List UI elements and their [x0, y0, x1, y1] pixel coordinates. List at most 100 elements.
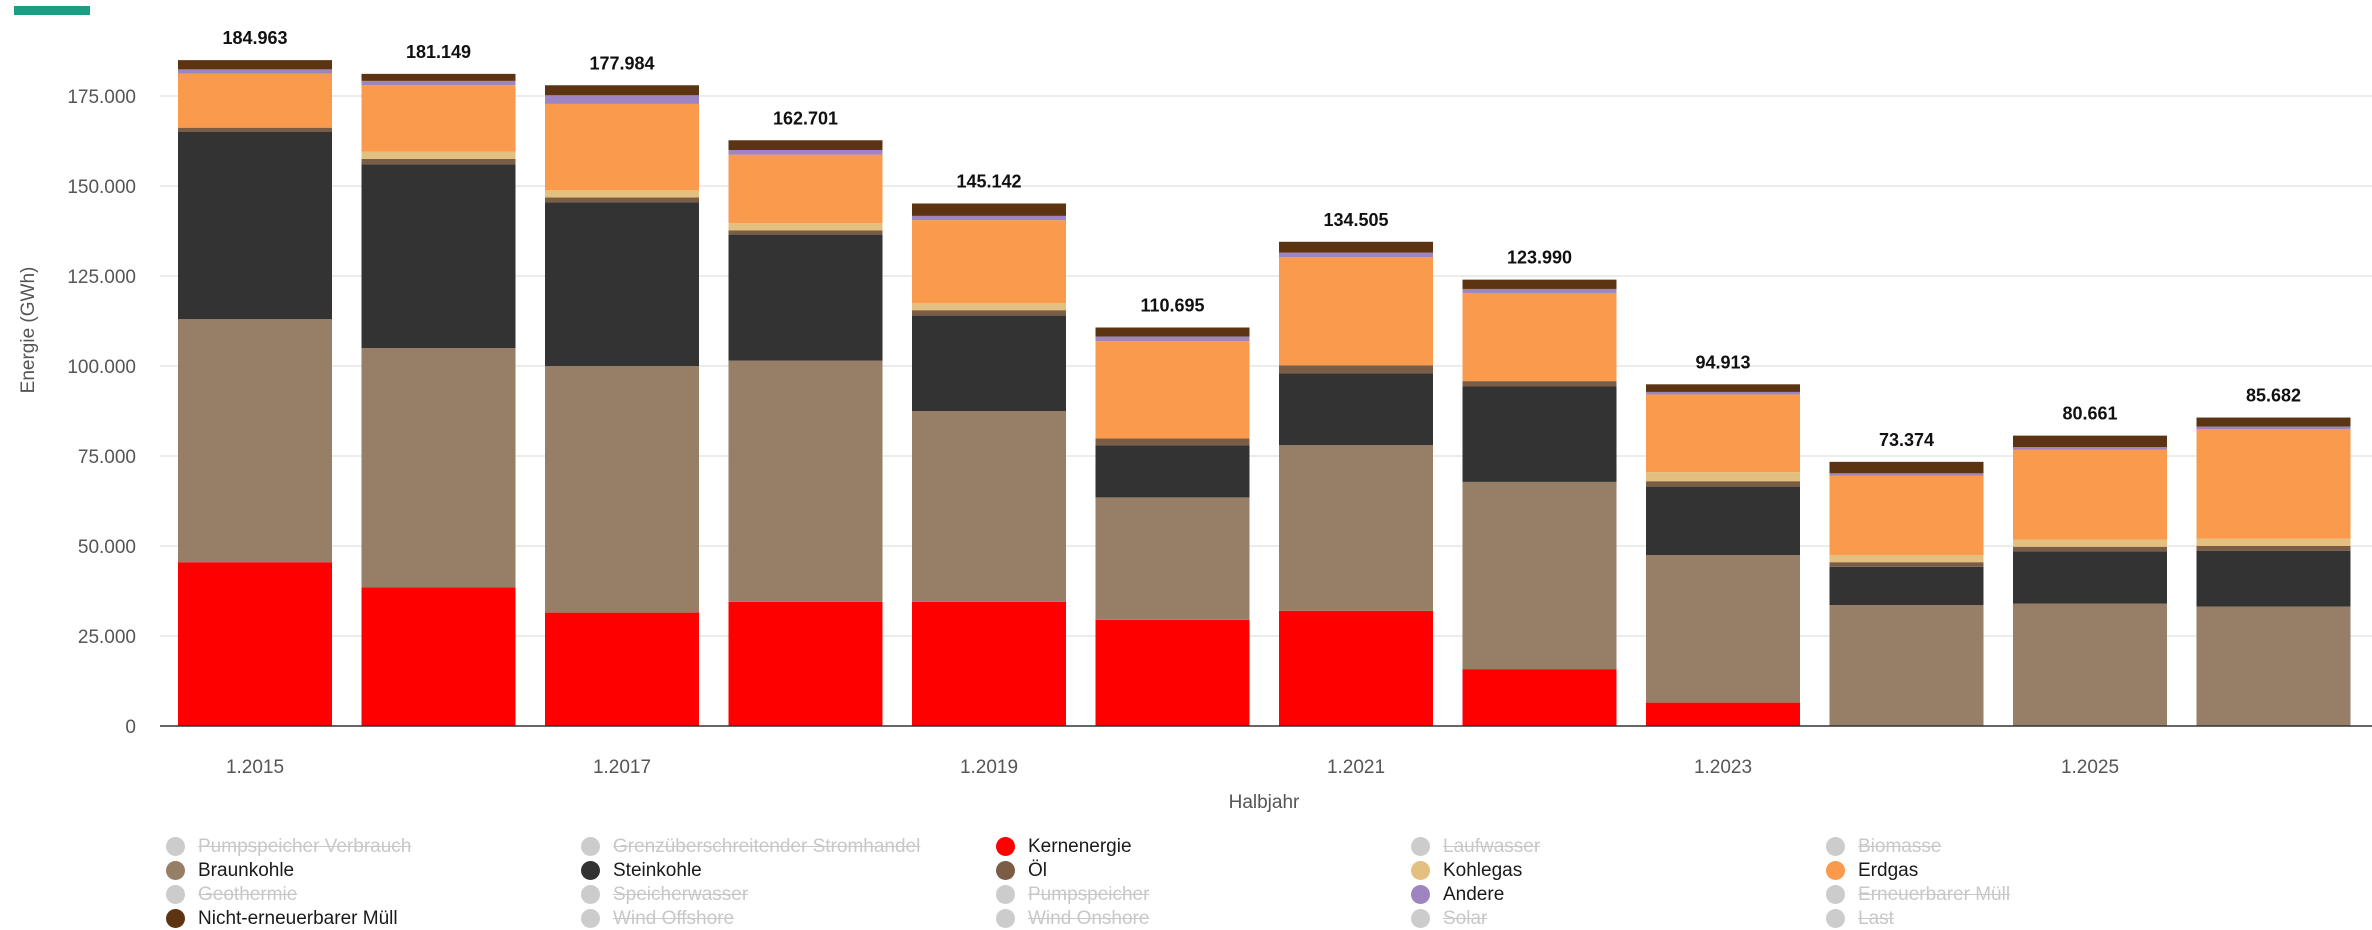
bar-segment [178, 127, 332, 132]
bar-segment [728, 223, 883, 231]
y-tick-label: 50.000 [78, 537, 136, 558]
legend-swatch-icon [581, 885, 600, 904]
legend-item[interactable]: Geothermie [166, 884, 581, 905]
bar-segment [2013, 551, 2167, 604]
bar-segment [545, 202, 699, 366]
legend-item[interactable]: Biomasse [1826, 836, 2241, 857]
legend-item[interactable]: Laufwasser [1411, 836, 1826, 857]
legend-item[interactable]: Erneuerbarer Müll [1826, 884, 2241, 905]
legend-label: Steinkohle [613, 859, 702, 881]
bar-segment [1279, 373, 1433, 446]
bar-segment [2013, 539, 2167, 547]
bar-segment [1646, 555, 1800, 703]
bar-segment [1279, 241, 1433, 253]
legend-swatch-icon [996, 837, 1015, 856]
bar-segment [178, 60, 332, 70]
bar-segment [545, 190, 699, 198]
x-axis-title: Halbjahr [1229, 792, 1300, 813]
bar-segment [545, 103, 699, 191]
bar-segment [1646, 486, 1800, 555]
bar-segment [728, 601, 883, 726]
legend-item[interactable]: Last [1826, 908, 2241, 929]
legend-label: Wind Offshore [613, 907, 735, 929]
x-tick-label: 1.2023 [1694, 757, 1752, 778]
legend-swatch-icon [1826, 909, 1845, 928]
bar-segment [1095, 445, 1250, 498]
bar-segment [361, 151, 516, 159]
legend-swatch-icon [166, 885, 185, 904]
legend-swatch-icon [996, 909, 1015, 928]
bar-total-label: 181.149 [406, 42, 471, 62]
bar-segment [2013, 449, 2167, 540]
x-tick-label: 1.2015 [226, 757, 284, 778]
bar-segment [1095, 336, 1250, 342]
bar-segment [361, 73, 516, 81]
legend-label: Öl [1028, 859, 1047, 881]
legend-item[interactable]: Pumpspeicher [996, 884, 1411, 905]
bar-segment [1279, 445, 1433, 611]
bar-segment [1646, 384, 1800, 392]
legend-swatch-icon [1411, 861, 1430, 880]
bar-segment [1646, 481, 1800, 487]
bar-segment [1829, 562, 1984, 567]
legend-swatch-icon [581, 909, 600, 928]
legend-item[interactable]: Grenzüberschreitender Stromhandel [581, 836, 996, 857]
bar-segment [1462, 292, 1617, 382]
legend-label: Wind Onshore [1028, 907, 1150, 929]
bar-segment [1279, 257, 1433, 366]
bar-segment [1829, 461, 1984, 474]
legend-label: Geothermie [198, 883, 298, 905]
legend-label: Speicherwasser [613, 883, 749, 905]
bar-segment [1462, 279, 1617, 289]
legend-label: Pumpspeicher [1028, 883, 1150, 905]
bar-segment [361, 587, 516, 726]
legend-item[interactable]: Öl [996, 860, 1411, 881]
legend-item[interactable]: Braunkohle [166, 860, 581, 881]
legend-swatch-icon [1411, 837, 1430, 856]
stacked-bar-chart: 0 25.000 50.000 75.000 100.000 125.000 150.000… [18, 28, 2372, 813]
bar-segment [912, 601, 1066, 726]
legend-item[interactable]: Solar [1411, 908, 1826, 929]
x-tick-label: 1.2021 [1327, 757, 1385, 778]
bar-segment [1462, 669, 1617, 726]
bar-total-label: 145.142 [956, 171, 1021, 191]
legend-item[interactable]: Speicherwasser [581, 884, 996, 905]
bar-segment [2013, 603, 2167, 726]
legend-item[interactable]: Steinkohle [581, 860, 996, 881]
bar-segment [2196, 606, 2351, 726]
bar-segment [1095, 341, 1250, 439]
legend-item[interactable]: Pumpspeicher Verbrauch [166, 836, 581, 857]
bar-segment [178, 562, 332, 726]
legend-item[interactable]: Wind Onshore [996, 908, 1411, 929]
bar-segment [2013, 447, 2167, 450]
bar-segment [1462, 288, 1617, 293]
bar-segment [545, 366, 699, 613]
bar-segment [1646, 391, 1800, 395]
legend-label: Andere [1443, 883, 1505, 905]
legend-label: Erneuerbarer Müll [1858, 883, 2011, 905]
legend-label: Pumpspeicher Verbrauch [198, 835, 412, 857]
bar-segment [2013, 546, 2167, 552]
bar-segment [545, 612, 699, 726]
legend-item[interactable]: Kernenergie [996, 836, 1411, 857]
bar-segment [912, 220, 1066, 303]
bar-segment [1095, 327, 1250, 337]
bar-segment [1462, 386, 1617, 482]
bar-total-label: 123.990 [1507, 248, 1572, 268]
y-tick-label: 0 [125, 717, 136, 738]
bar-segment [361, 159, 516, 165]
legend-swatch-icon [166, 909, 185, 928]
legend-item[interactable]: Wind Offshore [581, 908, 996, 929]
legend-item[interactable]: Andere [1411, 884, 1826, 905]
bar-segment [178, 69, 332, 74]
y-tick-label: 175.000 [67, 87, 136, 108]
legend-item[interactable]: Nicht-erneuerbarer Müll [166, 908, 581, 929]
bar-segment [545, 197, 699, 203]
legend-item[interactable]: Kohlegas [1411, 860, 1826, 881]
legend-item[interactable]: Erdgas [1826, 860, 2241, 881]
bar-segment [728, 230, 883, 235]
legend-label: Biomasse [1858, 835, 1942, 857]
x-tick-label: 1.2019 [960, 757, 1018, 778]
bar-segment [912, 215, 1066, 221]
bar-segment [545, 85, 699, 96]
